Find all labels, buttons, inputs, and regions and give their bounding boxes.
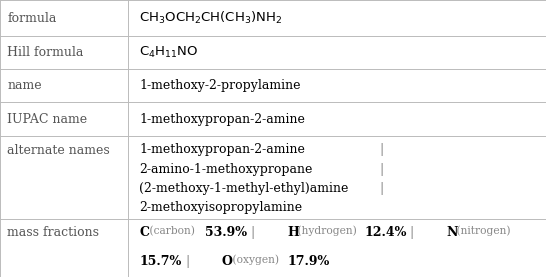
- Text: |: |: [174, 255, 202, 268]
- Text: 15.7%: 15.7%: [139, 255, 181, 268]
- Text: $\mathregular{CH_3OCH_2CH(CH_3)NH_2}$: $\mathregular{CH_3OCH_2CH(CH_3)NH_2}$: [139, 10, 283, 26]
- Text: mass fractions: mass fractions: [7, 226, 99, 239]
- Text: 1-methoxypropan-2-amine: 1-methoxypropan-2-amine: [139, 143, 305, 157]
- Text: |: |: [239, 226, 267, 239]
- Text: (nitrogen): (nitrogen): [453, 226, 511, 236]
- Text: name: name: [7, 79, 41, 92]
- Text: 1-methoxypropan-2-amine: 1-methoxypropan-2-amine: [139, 113, 305, 125]
- Text: (carbon): (carbon): [146, 226, 199, 236]
- Text: H: H: [287, 226, 299, 239]
- Text: 2-amino-1-methoxypropane: 2-amino-1-methoxypropane: [139, 163, 313, 176]
- Text: O: O: [222, 255, 233, 268]
- Text: $\mathregular{C_4H_{11}NO}$: $\mathregular{C_4H_{11}NO}$: [139, 45, 199, 60]
- Text: 1-methoxy-2-propylamine: 1-methoxy-2-propylamine: [139, 79, 301, 92]
- Text: N: N: [447, 226, 458, 239]
- Text: 17.9%: 17.9%: [287, 255, 329, 268]
- Text: |: |: [399, 226, 426, 239]
- Text: (oxygen): (oxygen): [229, 255, 282, 265]
- Text: (2-methoxy-1-methyl-ethyl)amine: (2-methoxy-1-methyl-ethyl)amine: [139, 182, 348, 195]
- Text: |: |: [379, 182, 384, 195]
- Text: Hill formula: Hill formula: [7, 46, 84, 59]
- Text: 12.4%: 12.4%: [364, 226, 406, 239]
- Text: (hydrogen): (hydrogen): [294, 226, 360, 236]
- Text: C: C: [139, 226, 149, 239]
- Text: IUPAC name: IUPAC name: [7, 113, 87, 125]
- Text: |: |: [379, 143, 384, 157]
- Text: 53.9%: 53.9%: [205, 226, 247, 239]
- Text: 2-methoxyisopropylamine: 2-methoxyisopropylamine: [139, 201, 302, 214]
- Text: formula: formula: [7, 12, 56, 24]
- Text: |: |: [379, 163, 384, 176]
- Text: alternate names: alternate names: [7, 144, 110, 157]
